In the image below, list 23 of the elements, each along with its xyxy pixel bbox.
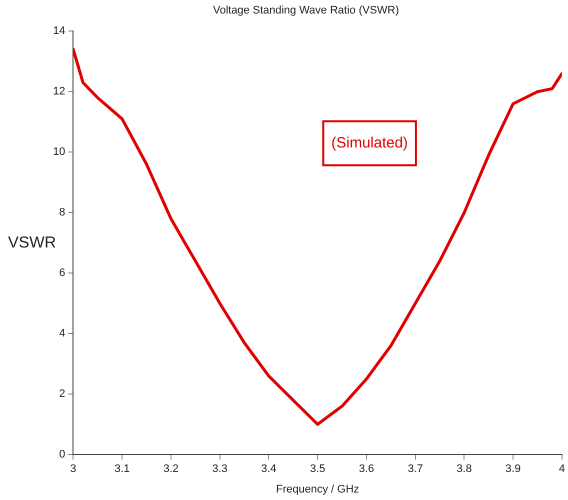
y-tick-label: 14 <box>52 25 66 38</box>
y-axis-title: VSWR <box>8 234 56 252</box>
x-tick-label: 3.2 <box>163 463 179 476</box>
text: (Simulated) <box>331 134 408 152</box>
x-tick-label: 3.3 <box>212 463 228 476</box>
x-tick-label: 3.6 <box>358 463 374 476</box>
x-tick-label: 3.5 <box>310 463 326 476</box>
y-tick-label: 10 <box>52 146 66 158</box>
x-tick-label: 3.8 <box>456 463 472 476</box>
chart-title: Voltage Standing Wave Ratio (VSWR) <box>212 4 400 17</box>
y-tick-label: 8 <box>59 206 66 219</box>
y-tick-label: 12 <box>52 86 66 98</box>
x-axis-title: Frequency / GHz <box>276 483 360 496</box>
x-tick-label: 3.9 <box>505 463 521 476</box>
y-tick-label: 4 <box>59 328 66 340</box>
x-tick-label: 4 <box>558 463 566 476</box>
x-tick-label: 3.1 <box>114 463 130 476</box>
y-tick-label: 0 <box>59 448 66 461</box>
x-tick-label: 3.4 <box>261 463 276 476</box>
y-tick-label: 2 <box>59 388 66 400</box>
y-tick-label: 6 <box>59 267 66 280</box>
x-tick-label: 3.7 <box>408 463 423 476</box>
x-tick-label: 3 <box>70 463 76 476</box>
